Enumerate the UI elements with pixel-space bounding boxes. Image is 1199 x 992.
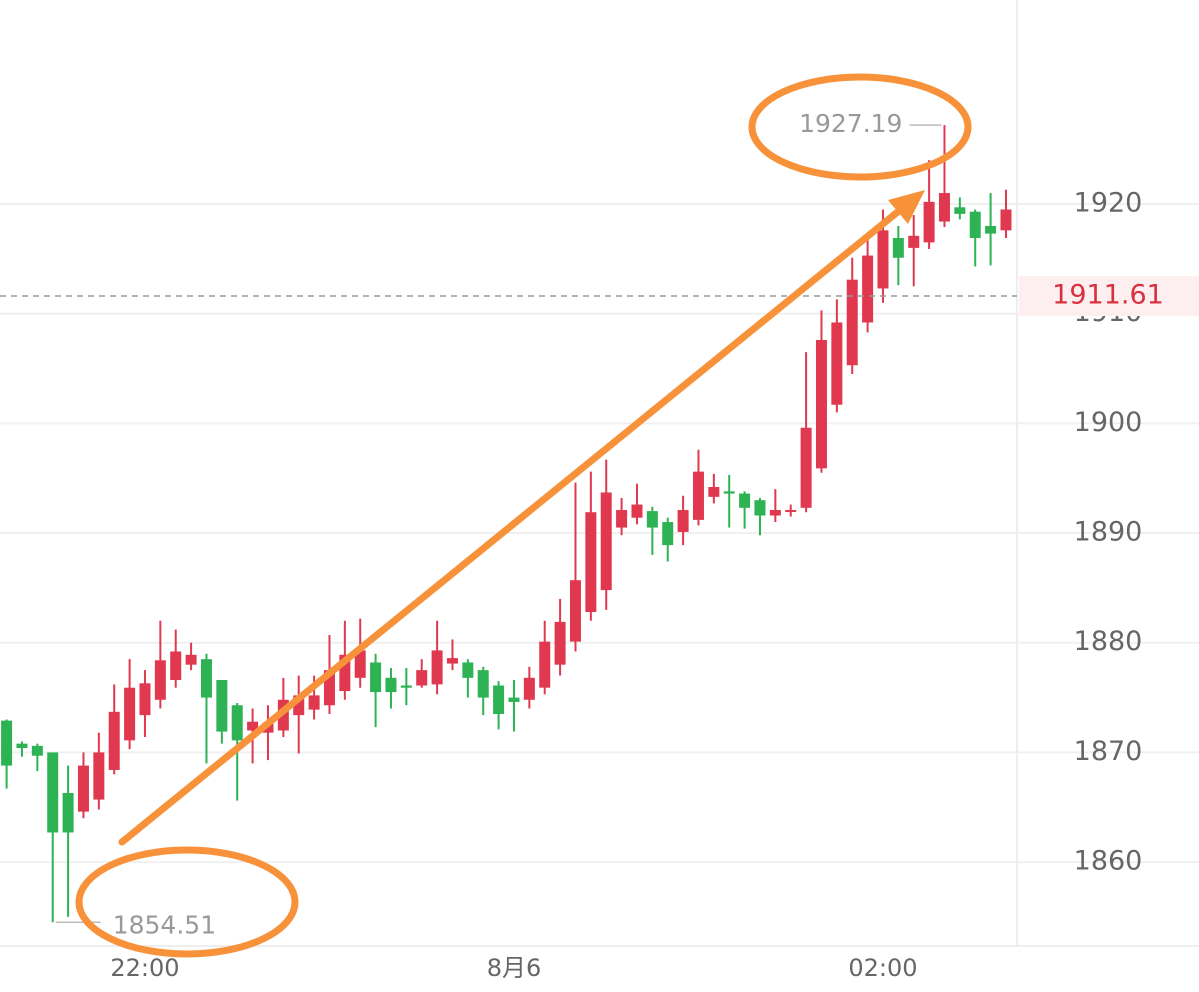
- candle-body: [247, 721, 259, 731]
- candle-body: [846, 279, 858, 366]
- candle-body: [892, 238, 904, 258]
- candle-body: [769, 510, 781, 516]
- candle-body: [616, 510, 628, 528]
- candle-body: [969, 211, 981, 239]
- candle-body: [831, 322, 843, 405]
- overlay: 1911.61 1927.19 1854.51: [0, 109, 1199, 939]
- candle-body: [185, 654, 197, 665]
- candle-body: [385, 677, 397, 693]
- candle-body: [216, 680, 228, 732]
- candle-body: [462, 662, 474, 678]
- candle-body: [723, 491, 735, 494]
- x-tick-label: 02:00: [848, 954, 917, 982]
- candle-body: [523, 677, 535, 700]
- candle-body: [154, 660, 166, 700]
- candle-body: [16, 743, 28, 749]
- candle-body: [47, 752, 59, 833]
- candle-body: [800, 427, 812, 508]
- candle-body: [323, 670, 335, 706]
- y-tick-label: 1860: [1074, 846, 1143, 877]
- candle-body: [662, 522, 674, 546]
- candle-body: [708, 486, 720, 497]
- candle-body: [600, 492, 612, 591]
- trend-arrow: [118, 206, 904, 846]
- candle-body: [985, 225, 997, 234]
- candle-body: [692, 471, 704, 520]
- candle-body: [231, 705, 243, 741]
- x-tick-label: 22:00: [110, 954, 179, 982]
- last-price-box: [1019, 276, 1199, 317]
- x-tick-label: 8月6: [487, 954, 542, 982]
- candle-body: [1000, 209, 1012, 231]
- candle-body: [631, 504, 643, 518]
- candle-body: [923, 201, 935, 243]
- candle-body: [93, 752, 105, 800]
- candle-body: [370, 662, 382, 693]
- y-tick-label: 1890: [1074, 517, 1143, 548]
- candle-body: [170, 651, 182, 681]
- y-tick-label: 1900: [1074, 407, 1143, 438]
- candle-body: [108, 711, 120, 770]
- candle-body: [477, 670, 489, 698]
- candle-body: [416, 670, 428, 686]
- annotation-shapes: [75, 73, 972, 958]
- candle-body: [908, 235, 920, 248]
- candle-body: [139, 683, 151, 716]
- candle-body: [62, 792, 74, 833]
- candle-body: [339, 654, 351, 691]
- candle-body: [585, 512, 597, 613]
- y-tick-label: 1870: [1074, 736, 1143, 767]
- min-highlight: [75, 846, 299, 958]
- candle-body: [200, 659, 212, 698]
- candle-body: [431, 650, 443, 685]
- candle-body: [815, 340, 827, 469]
- arrow-head: [888, 190, 925, 224]
- candle-body: [354, 650, 366, 678]
- candle-body: [446, 658, 458, 664]
- candle-body: [754, 500, 766, 516]
- candles: [1, 125, 1012, 923]
- max-label: 1927.19: [799, 109, 902, 138]
- last-price-label: 1911.61: [1052, 280, 1164, 311]
- min-label: 1854.51: [113, 910, 216, 939]
- candle-body: [877, 230, 889, 289]
- candle-body: [539, 641, 551, 688]
- candle-body: [954, 207, 966, 214]
- y-tick-label: 1920: [1074, 188, 1143, 219]
- candle-body: [554, 621, 566, 665]
- candle-body: [77, 765, 89, 812]
- grid: 186018701880189019001910192022:008月602:0…: [0, 188, 1199, 982]
- candle-body: [677, 510, 689, 532]
- candle-body: [1, 720, 13, 766]
- candle-body: [508, 697, 520, 702]
- candle-body: [493, 685, 505, 715]
- candle-body: [646, 511, 658, 528]
- candle-body: [124, 687, 136, 741]
- candle-body: [938, 193, 950, 222]
- candle-body: [785, 510, 797, 513]
- max-highlight: [748, 73, 972, 181]
- candle-body: [293, 695, 305, 716]
- candle-body: [31, 745, 43, 756]
- candle-body: [739, 493, 751, 508]
- y-tick-label: 1880: [1074, 626, 1143, 657]
- candle-body: [400, 685, 412, 688]
- candle-body: [308, 695, 320, 710]
- candle-body: [569, 580, 581, 642]
- candle-body: [862, 255, 874, 323]
